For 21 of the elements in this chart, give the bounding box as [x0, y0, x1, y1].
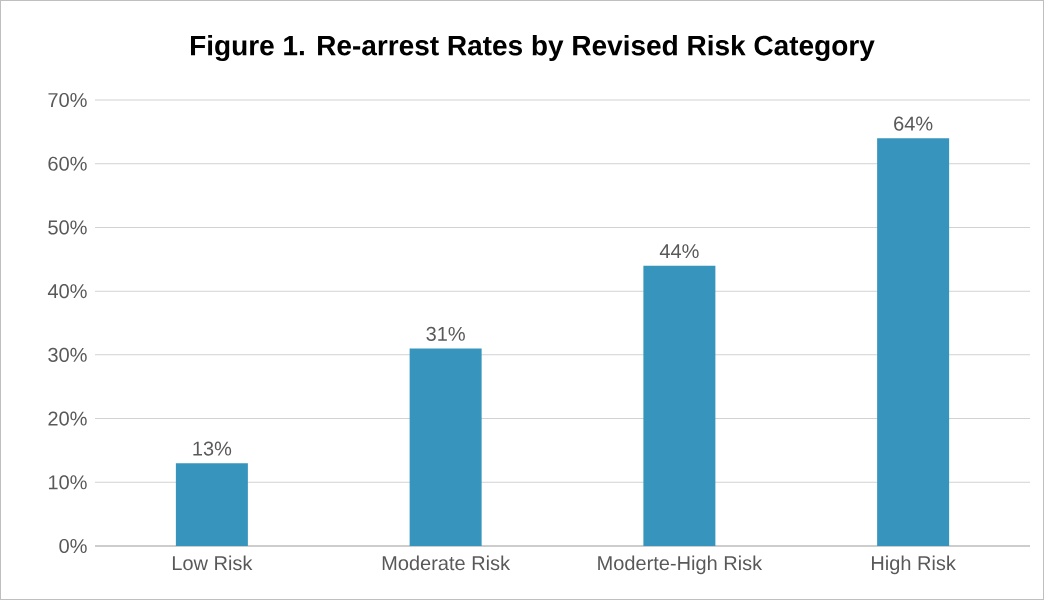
bar [643, 265, 716, 546]
y-tick-label: 20% [48, 411, 87, 426]
data-label: 64% [894, 116, 933, 131]
x-tick-label: High Risk [871, 555, 956, 575]
y-tick-label: 60% [48, 156, 87, 171]
data-label: 44% [659, 244, 699, 259]
x-tick-label: Low Risk [172, 555, 253, 571]
y-tick-label: 0% [59, 538, 87, 554]
data-label: 31% [426, 326, 465, 341]
y-tick-label: 70% [48, 92, 87, 108]
y-tick-label: 50% [48, 220, 87, 235]
y-tick-label: 30% [48, 347, 87, 362]
bar [877, 138, 950, 546]
chart-title: Figure 1. Re-arrest Rates by Revised Risk Category [190, 34, 875, 62]
x-tick-label: Moderte-High Risk [598, 555, 763, 575]
x-tick-label: Moderate Risk [382, 555, 511, 571]
y-tick-label: 10% [48, 475, 87, 490]
bar [175, 463, 248, 546]
bar [409, 348, 482, 546]
data-label: 13% [193, 441, 232, 456]
y-tick-label: 40% [47, 284, 87, 299]
